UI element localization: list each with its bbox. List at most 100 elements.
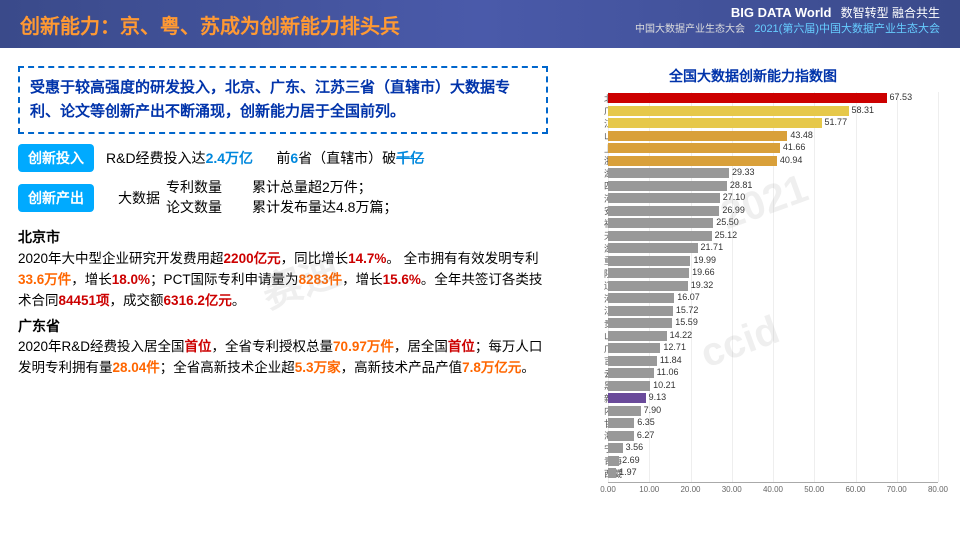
- bar-row: 广东58.31: [608, 105, 938, 118]
- left-column: 受惠于较高强度的研发投入，北京、广东、江苏三省（直辖市）大数据专利、论文等创新产…: [18, 66, 548, 500]
- output-col1: 专利数量 论文数量: [166, 178, 222, 217]
- bar-row: 甘肃6.35: [608, 417, 938, 430]
- output-col2: 累计总量超2万件； 累计发布量达4.8万篇；: [252, 178, 397, 217]
- bar-fill: 19.99: [608, 256, 690, 266]
- bar-value: 58.31: [852, 105, 875, 115]
- output-tag: 创新产出: [18, 184, 94, 212]
- bar-value: 3.56: [626, 442, 644, 452]
- bar-fill: 7.90: [608, 406, 641, 416]
- x-axis: 0.0010.0020.0030.0040.0050.0060.0070.008…: [608, 482, 938, 500]
- bar-value: 51.77: [825, 117, 848, 127]
- bar-value: 16.07: [677, 292, 700, 302]
- bj-title: 北京市: [18, 227, 548, 249]
- invest-text: R&D经费投入达2.4万亿 前6省（直辖市）破千亿: [106, 148, 548, 169]
- bar-row: 浙江40.94: [608, 155, 938, 168]
- bar-fill: 16.07: [608, 293, 674, 303]
- bar-row: 重庆19.99: [608, 255, 938, 268]
- bar-fill: 43.48: [608, 131, 787, 141]
- bar-value: 41.66: [783, 142, 806, 152]
- bar-value: 6.35: [637, 417, 655, 427]
- bar-value: 6.27: [637, 430, 655, 440]
- bar-row: 内蒙古7.90: [608, 405, 938, 418]
- bar-fill: 2.69: [608, 456, 619, 466]
- bar-value: 67.53: [890, 92, 913, 102]
- bar-value: 2.69: [622, 455, 640, 465]
- invest-tag: 创新投入: [18, 144, 94, 172]
- bar-fill: 67.53: [608, 93, 887, 103]
- bar-fill: 14.22: [608, 331, 667, 341]
- bar-fill: 12.71: [608, 343, 660, 353]
- bar-row: 安徽26.99: [608, 205, 938, 218]
- bar-row: 陕西19.66: [608, 267, 938, 280]
- bar-row: 湖南21.71: [608, 242, 938, 255]
- bar-row: 云南11.06: [608, 367, 938, 380]
- bar-fill: 25.12: [608, 231, 712, 241]
- theme-text: 数智转型 融合共生: [841, 6, 940, 20]
- main-content: 受惠于较高强度的研发投入，北京、广东、江苏三省（直辖市）大数据专利、论文等创新产…: [0, 48, 960, 500]
- bar-row: 黑龙江10.21: [608, 380, 938, 393]
- bar-row: 新疆9.13: [608, 392, 938, 405]
- bar-value: 10.21: [653, 380, 676, 390]
- bar-fill: 40.94: [608, 156, 777, 166]
- bar-value: 25.50: [716, 217, 739, 227]
- bar-row: 山西14.22: [608, 330, 938, 343]
- output-label: 大数据: [118, 188, 160, 208]
- bar-fill: 29.33: [608, 168, 729, 178]
- bar-fill: 1.97: [608, 468, 616, 478]
- intro-box: 受惠于较高强度的研发投入，北京、广东、江苏三省（直辖市）大数据专利、论文等创新产…: [18, 66, 548, 134]
- x-tick: 20.00: [680, 485, 700, 494]
- bar-value: 29.33: [732, 167, 755, 177]
- bar-value: 15.72: [676, 305, 699, 315]
- x-tick: 30.00: [722, 485, 742, 494]
- slide-header: 创新能力：京、粤、苏成为创新能力排头兵 BIG DATA World 数智转型 …: [0, 0, 960, 48]
- bar-value: 14.22: [670, 330, 693, 340]
- bar-fill: 41.66: [608, 143, 780, 153]
- x-tick: 80.00: [928, 485, 948, 494]
- bar-row: 吉林11.84: [608, 355, 938, 368]
- bar-fill: 15.72: [608, 306, 673, 316]
- bar-fill: 9.13: [608, 393, 646, 403]
- header-right: BIG DATA World 数智转型 融合共生 中国大数据产业生态大会 202…: [635, 4, 940, 38]
- bar-fill: 19.66: [608, 268, 689, 278]
- bar-row: 西藏1.97: [608, 467, 938, 480]
- bar-fill: 11.84: [608, 356, 657, 366]
- bar-value: 12.71: [663, 342, 686, 352]
- event-text: 2021(第六届)中国大数据产业生态大会: [754, 23, 940, 35]
- bar-value: 19.66: [692, 267, 715, 277]
- bar-row: 河南27.10: [608, 192, 938, 205]
- bar-row: 湖北29.33: [608, 167, 938, 180]
- x-tick: 40.00: [763, 485, 783, 494]
- guangdong-detail: 广东省 2020年R&D经费投入居全国首位，全省专利授权总量70.97万件，居全…: [18, 316, 548, 380]
- bar-fill: 26.99: [608, 206, 719, 216]
- bar-row: 福建25.50: [608, 217, 938, 230]
- bar-fill: 6.27: [608, 431, 634, 441]
- output-row: 创新产出 大数据 专利数量 论文数量 累计总量超2万件； 累计发布量达4.8万篇…: [18, 178, 548, 217]
- bar-fill: 27.10: [608, 193, 720, 203]
- bar-row: 广西12.71: [608, 342, 938, 355]
- bars-area: 北京67.53广东58.31江苏51.77山东43.48上海41.66浙江40.…: [608, 92, 938, 482]
- bar-row: 天津25.12: [608, 230, 938, 243]
- bar-value: 11.06: [657, 367, 679, 377]
- bar-value: 19.32: [691, 280, 714, 290]
- bar-row: 青海2.69: [608, 455, 938, 468]
- bar-row: 四川28.81: [608, 180, 938, 193]
- bar-chart: 北京67.53广东58.31江苏51.77山东43.48上海41.66浙江40.…: [568, 92, 938, 500]
- x-tick: 50.00: [804, 485, 824, 494]
- bar-value: 7.90: [644, 405, 662, 415]
- bar-row: 贵州15.59: [608, 317, 938, 330]
- bar-value: 19.99: [693, 255, 716, 265]
- bar-fill: 6.35: [608, 418, 634, 428]
- invest-row: 创新投入 R&D经费投入达2.4万亿 前6省（直辖市）破千亿: [18, 144, 548, 172]
- bar-fill: 28.81: [608, 181, 727, 191]
- bar-value: 21.71: [701, 242, 724, 252]
- bar-value: 27.10: [723, 192, 746, 202]
- bar-row: 山东43.48: [608, 130, 938, 143]
- bar-value: 28.81: [730, 180, 753, 190]
- bar-row: 江苏51.77: [608, 117, 938, 130]
- bar-fill: 25.50: [608, 218, 713, 228]
- bar-value: 26.99: [722, 205, 745, 215]
- logo-text: BIG DATA World: [731, 5, 832, 20]
- bar-row: 宁夏3.56: [608, 442, 938, 455]
- bar-fill: 19.32: [608, 281, 688, 291]
- bar-row: 辽宁19.32: [608, 280, 938, 293]
